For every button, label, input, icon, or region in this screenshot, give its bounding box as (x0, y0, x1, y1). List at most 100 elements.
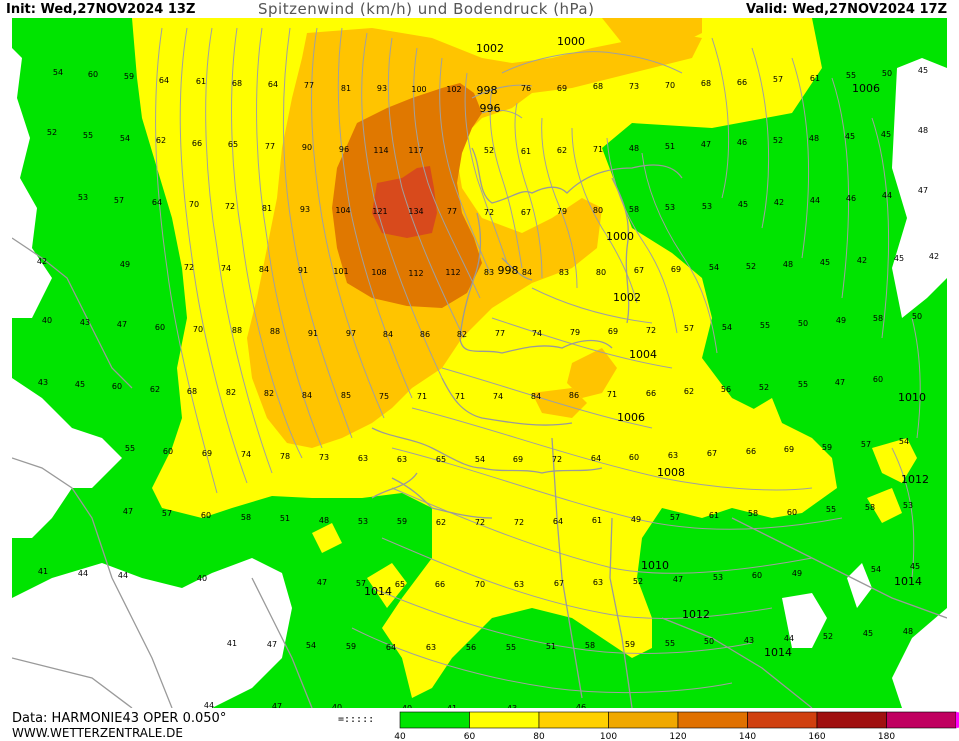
wind-value: 84 (531, 392, 541, 401)
wind-value: 45 (863, 629, 873, 638)
wind-value: 42 (774, 198, 784, 207)
wind-value: 47 (835, 378, 845, 387)
wind-value: 58 (873, 314, 883, 323)
wind-value: 71 (607, 390, 617, 399)
legend-swatch (608, 711, 679, 729)
wind-value: 54 (120, 134, 130, 143)
wind-value: 68 (232, 79, 242, 88)
wind-value: 54 (899, 437, 909, 446)
wind-value: 54 (475, 455, 485, 464)
wind-zone-white (12, 48, 947, 708)
legend-tick-label: 100 (600, 732, 617, 740)
isobar-label: 1010 (898, 391, 926, 404)
wind-value: 66 (746, 447, 756, 456)
wind-value: 84 (522, 268, 532, 277)
wind-value: 74 (221, 264, 231, 273)
wind-value: 43 (744, 636, 754, 645)
wind-value: 54 (53, 68, 63, 77)
data-source-label: Data: HARMONIE43 OPER 0.050° (12, 711, 227, 726)
wind-value: 81 (341, 84, 351, 93)
wind-value: 117 (408, 146, 423, 155)
wind-value: 44 (784, 634, 794, 643)
isobar-label: 1000 (557, 35, 585, 48)
wind-value: 58 (241, 513, 251, 522)
legend-overflow-arrow (956, 712, 959, 728)
wind-value: 61 (196, 77, 206, 86)
isobar-label: 1006 (617, 411, 645, 424)
wind-value: 88 (270, 327, 280, 336)
wind-value: 60 (112, 382, 122, 391)
isobar-label: 1004 (629, 348, 657, 361)
wind-value: 41 (227, 639, 237, 648)
wind-value: 61 (592, 516, 602, 525)
wind-value: 102 (446, 85, 461, 94)
wind-value: 71 (417, 392, 427, 401)
wind-value: 77 (304, 81, 314, 90)
wind-value: 57 (114, 196, 124, 205)
wind-value: 83 (559, 268, 569, 277)
wind-value: 108 (371, 268, 386, 277)
wind-value: 80 (596, 268, 606, 277)
website-label: WWW.WETTERZENTRALE.DE (12, 726, 183, 740)
wind-value: 57 (861, 440, 871, 449)
wind-value: 55 (846, 71, 856, 80)
wind-value: 52 (47, 128, 57, 137)
wind-value: 66 (737, 78, 747, 87)
wind-value: 60 (873, 375, 883, 384)
wind-value: 50 (704, 637, 714, 646)
isobar-label: 998 (498, 264, 519, 277)
wind-value: 43 (80, 318, 90, 327)
wind-value: 65 (436, 455, 446, 464)
wind-value: 114 (373, 146, 388, 155)
wind-value: 51 (546, 642, 556, 651)
wind-values: 54 60 59 64 61 68 64 77 81 93 100 102 76 69 68 73 70 68 66… (37, 66, 939, 708)
wind-value: 134 (408, 207, 423, 216)
wind-value: 47 (673, 575, 683, 584)
legend-swatch (747, 711, 818, 729)
wind-value: 69 (784, 445, 794, 454)
wind-value: 62 (150, 385, 160, 394)
wind-value: 72 (552, 455, 562, 464)
wind-value: 62 (156, 136, 166, 145)
wind-value: 63 (358, 454, 368, 463)
wind-value: 72 (514, 518, 524, 527)
wind-value: 69 (608, 327, 618, 336)
wind-value: 50 (912, 312, 922, 321)
wind-value: 84 (302, 391, 312, 400)
wind-value: 96 (339, 145, 349, 154)
legend-swatch (816, 711, 887, 729)
wind-value: 88 (232, 326, 242, 335)
wind-value: 60 (787, 508, 797, 517)
footer-bar: Data: HARMONIE43 OPER 0.050° WWW.WETTERZ… (0, 708, 959, 741)
wind-value: 48 (809, 134, 819, 143)
wind-value: 53 (665, 203, 675, 212)
wind-value: 40 (42, 316, 52, 325)
wind-value: 66 (646, 389, 656, 398)
wind-value: 55 (506, 643, 516, 652)
wind-value: 101 (333, 267, 348, 276)
wind-value: 48 (783, 260, 793, 269)
init-time: Init: Wed,27NOV2024 13Z (6, 2, 196, 17)
wind-value: 59 (625, 640, 635, 649)
wind-value: 74 (532, 329, 542, 338)
legend-swatch (677, 711, 748, 729)
wind-value: 58 (865, 503, 875, 512)
wind-value: 70 (189, 200, 199, 209)
wind-value: 52 (633, 577, 643, 586)
wind-value: 58 (748, 509, 758, 518)
wind-value: 67 (521, 208, 531, 217)
wind-value: 47 (123, 507, 133, 516)
wind-value: 47 (918, 186, 928, 195)
wind-value: 59 (346, 642, 356, 651)
wind-value: 45 (738, 200, 748, 209)
wind-value: 45 (910, 562, 920, 571)
wind-value: 61 (810, 74, 820, 83)
wind-value: 45 (75, 380, 85, 389)
wind-value: 49 (631, 515, 641, 524)
wind-value: 79 (570, 328, 580, 337)
wind-value: 54 (871, 565, 881, 574)
wind-value: 46 (846, 194, 856, 203)
legend-tick-label: 180 (878, 732, 895, 740)
wind-value: 66 (435, 580, 445, 589)
wind-value: 72 (225, 202, 235, 211)
